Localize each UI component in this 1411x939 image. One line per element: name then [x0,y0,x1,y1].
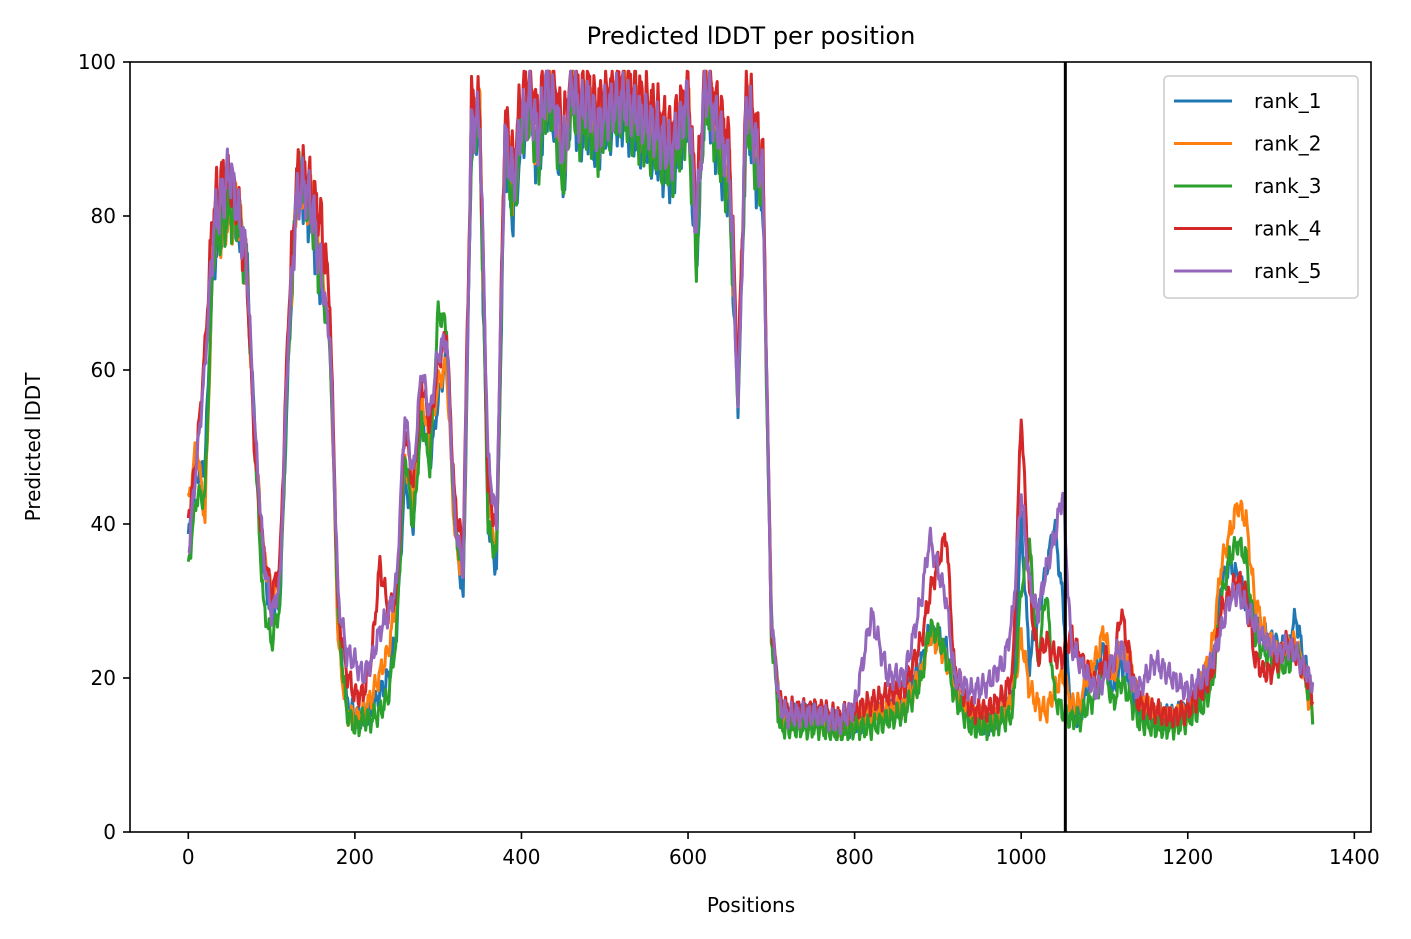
x-tick-label: 1400 [1329,845,1380,869]
x-tick-label: 200 [336,845,374,869]
legend-label-rank_5: rank_5 [1254,259,1321,283]
series-line-rank_5 [187,69,1315,736]
chart-title: Predicted lDDT per position [587,22,916,50]
y-tick-label: 100 [78,50,116,74]
legend-label-rank_2: rank_2 [1254,132,1321,156]
legend: rank_1 rank_2 rank_3 rank_4 rank_5 [1163,75,1359,299]
series-line-rank_3 [186,73,1315,742]
y-tick-label: 80 [91,204,116,228]
y-axis-title: Predicted lDDT [21,372,45,522]
plot-frame [129,61,1372,833]
legend-label-rank_1: rank_1 [1254,89,1321,113]
x-tick-label: 400 [502,845,540,869]
x-tick-label: 1200 [1162,845,1213,869]
x-tick-label: 600 [669,845,707,869]
y-tick-label: 40 [91,512,116,536]
x-tick-label: 0 [182,845,195,869]
legend-label-rank_4: rank_4 [1254,217,1321,241]
x-axis-title: Positions [707,893,795,917]
x-axis: 0 200 400 600 800 1000 1200 1400 [182,832,1380,869]
y-axis: 0 20 40 60 80 100 [78,50,130,844]
x-tick-label: 1000 [996,845,1047,869]
y-tick-label: 60 [91,358,116,382]
y-tick-label: 0 [103,820,116,844]
legend-box [1163,75,1359,299]
y-tick-label: 20 [91,666,116,690]
legend-label-rank_3: rank_3 [1254,174,1321,198]
x-tick-label: 800 [836,845,874,869]
